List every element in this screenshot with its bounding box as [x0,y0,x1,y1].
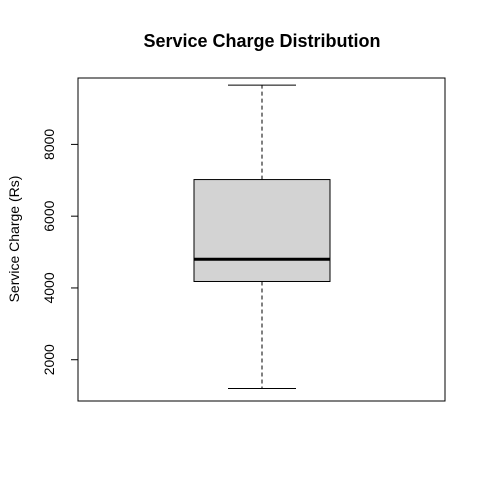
interquartile-box [193,179,331,282]
y-tick-label: 6000 [41,200,57,231]
y-axis-label: Service Charge (Rs) [6,176,22,303]
boxplot [193,84,331,389]
y-axis: 2000 4000 6000 8000 [41,129,79,375]
y-tick-label: 2000 [41,344,57,375]
y-tick-label: 4000 [41,272,57,303]
chart-title: Service Charge Distribution [143,31,380,51]
y-tick-label: 8000 [41,129,57,160]
